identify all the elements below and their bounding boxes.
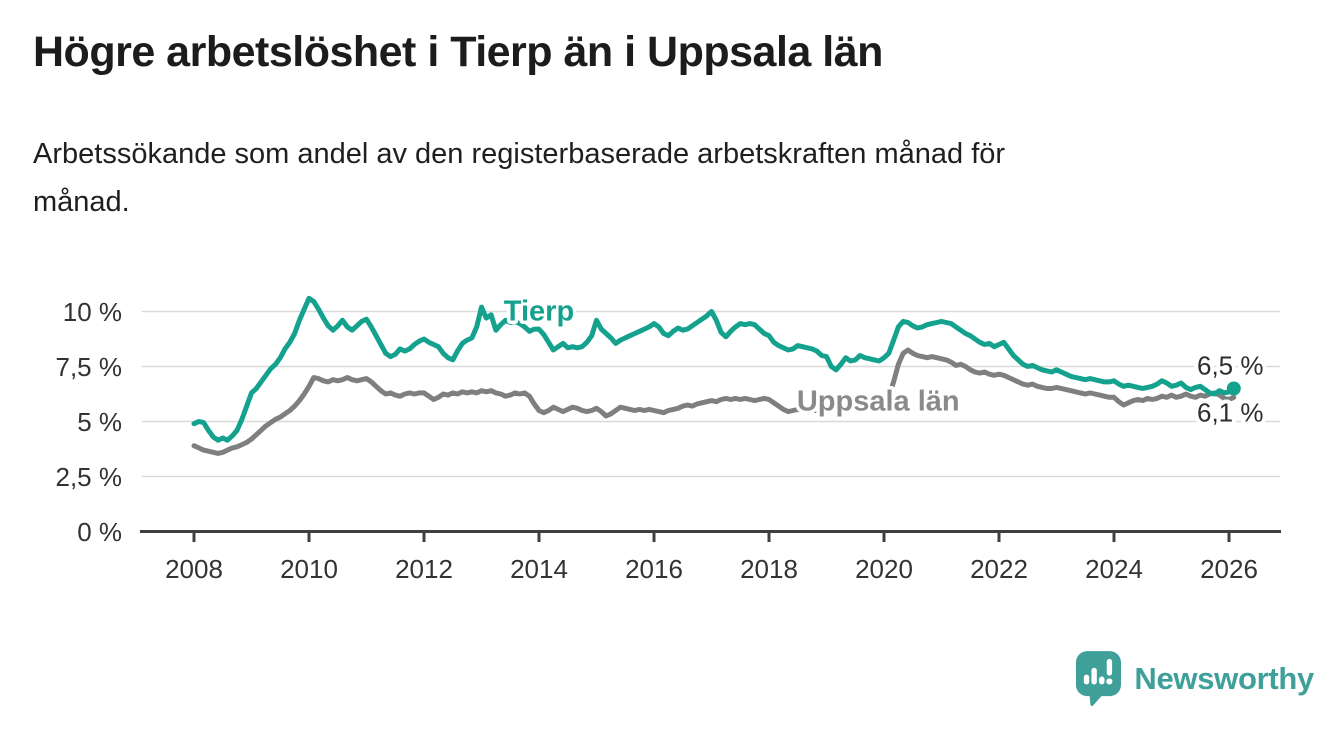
x-tick-label: 2020: [855, 554, 913, 584]
series-line-tierp: [191, 295, 1237, 443]
newsworthy-logo-icon: [1076, 651, 1122, 707]
series-label-tierp: Tierp: [504, 295, 574, 327]
newsworthy-logo: Newsworthy: [1075, 650, 1314, 707]
x-tick-label: 2010: [280, 554, 338, 584]
x-tick-label: 2012: [395, 554, 453, 584]
chart-subtitle: Arbetssökande som andel av den registerb…: [33, 130, 1263, 226]
x-tick-label: 2008: [165, 554, 223, 584]
x-tick-label: 2016: [625, 554, 683, 584]
y-tick-label: 10 %: [63, 297, 122, 327]
y-tick-label: 0 %: [77, 517, 122, 547]
x-tick-label: 2026: [1200, 554, 1258, 584]
series-line-uppsala-l-n: [191, 347, 1237, 456]
end-value-label-uppsala-l-n: 6,1 %: [1197, 397, 1264, 427]
bar-chart-glyph: [1084, 658, 1113, 685]
speech-bubble-shape: [1076, 651, 1122, 707]
y-tick-label: 5 %: [77, 407, 122, 437]
series-end-dot: [1226, 381, 1241, 396]
chart-subtitle-line2: månad.: [33, 186, 130, 218]
x-tick-label: 2014: [510, 554, 568, 584]
x-tick-label: 2024: [1085, 554, 1143, 584]
page-title: Högre arbetslöshet i Tierp än i Uppsala …: [33, 28, 883, 76]
x-tick-label: 2022: [970, 554, 1028, 584]
x-tick-label: 2018: [740, 554, 798, 584]
chart-subtitle-line1: Arbetssökande som andel av den registerb…: [33, 138, 1006, 170]
y-tick-label: 2,5 %: [56, 462, 123, 492]
series-label-uppsala-l-n: Uppsala län: [797, 386, 960, 418]
end-value-label-tierp: 6,5 %: [1197, 351, 1264, 381]
y-tick-label: 7,5 %: [56, 352, 123, 382]
newsworthy-logo-text: Newsworthy: [1134, 660, 1314, 696]
